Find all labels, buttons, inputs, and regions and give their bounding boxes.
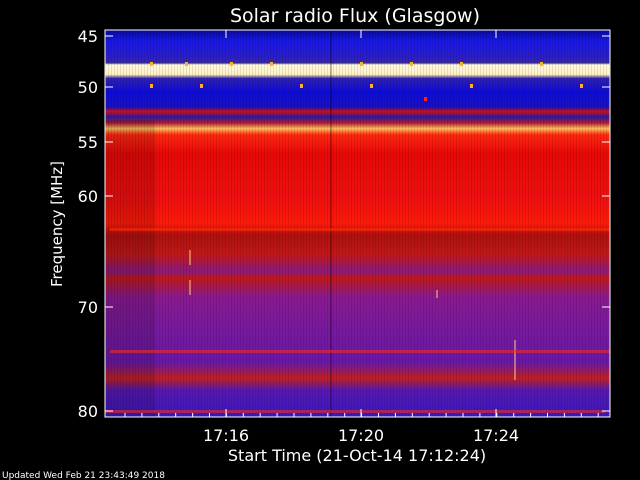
burst-spot (230, 62, 233, 66)
burst-spot (150, 62, 153, 66)
y-axis: 45 50 55 60 70 80 (78, 27, 610, 421)
burst-features (105, 62, 610, 413)
spectrogram-texture (105, 30, 610, 417)
burst-band (110, 228, 610, 231)
y-tick-label: 70 (78, 298, 98, 317)
plot-area (104, 29, 611, 418)
burst-spot (150, 84, 153, 88)
x-tick-label: 17:20 (338, 426, 384, 445)
burst-spot (300, 84, 303, 88)
burst-band (105, 410, 605, 413)
early-segment-shade (105, 120, 155, 417)
x-tick-label: 17:16 (203, 426, 249, 445)
burst-spot (360, 62, 363, 66)
y-axis-label: Frequency [MHz] (48, 161, 66, 287)
burst-spot (470, 84, 473, 88)
burst-spot (424, 97, 427, 101)
burst-spot (540, 62, 543, 66)
burst-spot (200, 84, 203, 88)
burst-spot (460, 62, 463, 66)
burst-band (110, 350, 610, 353)
y-tick-label: 45 (78, 27, 98, 46)
burst-spot (270, 62, 273, 66)
y-tick-label: 80 (78, 402, 98, 421)
y-tick-label: 55 (78, 133, 98, 152)
y-tick-label: 60 (78, 187, 98, 206)
plot-frame (104, 29, 611, 418)
burst-spot (580, 84, 583, 88)
x-tick-label: 17:24 (473, 426, 519, 445)
y-tick-label: 50 (78, 78, 98, 97)
burst-spot (370, 84, 373, 88)
burst-spot (185, 62, 188, 66)
x-axis-label: Start Time (21-Oct-14 17:12:24) (228, 446, 486, 465)
burst-spot (410, 62, 413, 66)
chart-title: Solar radio Flux (Glasgow) (230, 5, 480, 27)
discontinuity-marker (330, 30, 332, 417)
updated-timestamp: Updated Wed Feb 21 23:43:49 2018 (2, 471, 165, 480)
x-axis: 17:16 17:20 17:24 (124, 30, 599, 445)
